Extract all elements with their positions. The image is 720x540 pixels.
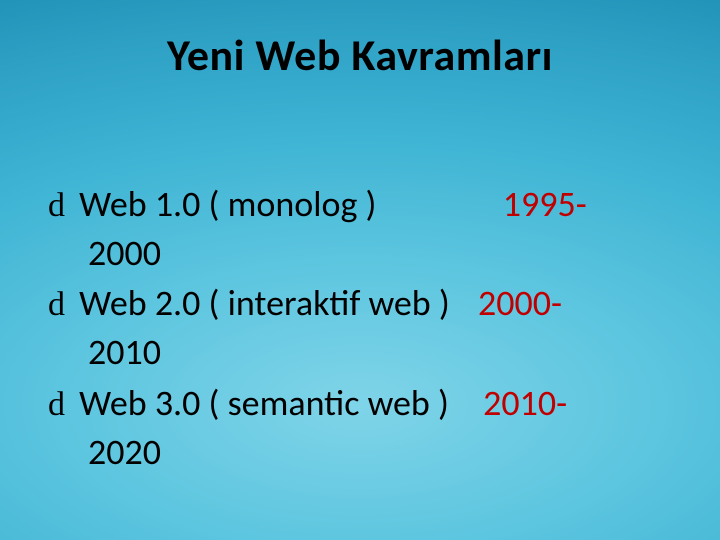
year-range-end: 2000 (48, 229, 672, 278)
curl-bullet-icon: d (48, 382, 65, 428)
year-range-end: 2010 (48, 328, 672, 377)
year-range-start: 1995- (503, 182, 587, 226)
year-range-start: 2000- (478, 281, 562, 325)
year-range-start: 2010- (483, 381, 567, 425)
list-item: d Web 1.0 ( monolog ) 1995- 2000 (48, 180, 672, 277)
content-area: d Web 1.0 ( monolog ) 1995- 2000 d Web 2… (48, 180, 672, 478)
list-item: d Web 3.0 ( semantic web ) 2010- 2020 (48, 379, 672, 476)
list-item: d Web 2.0 ( interaktif web ) 2000- 2010 (48, 279, 672, 376)
item-label: Web 2.0 ( interaktif web ) (79, 281, 450, 325)
slide-title: Yeni Web Kavramları (0, 28, 720, 82)
item-label: Web 3.0 ( semantic web ) (79, 381, 449, 425)
year-range-end: 2020 (48, 428, 672, 477)
curl-bullet-icon: d (48, 183, 65, 229)
item-label: Web 1.0 ( monolog ) (79, 182, 376, 226)
curl-bullet-icon: d (48, 282, 65, 328)
